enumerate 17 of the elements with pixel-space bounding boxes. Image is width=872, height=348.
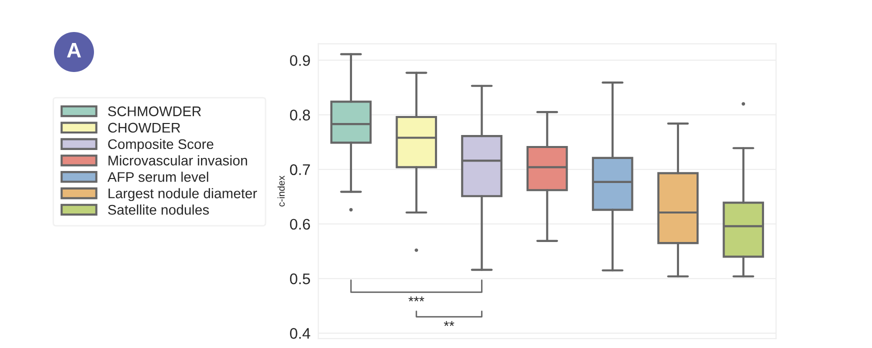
annotation: ***	[408, 296, 424, 302]
text: A	[66, 43, 81, 58]
y-tick-label: 0.6	[290, 218, 310, 230]
legend-label: Largest nodule diameter	[108, 188, 258, 202]
legend-label: SCHMOWDER	[108, 106, 201, 116]
legend-label: Microvascular invasion	[108, 155, 248, 166]
annotation: **	[444, 321, 454, 326]
legend-label: Composite Score	[108, 138, 214, 152]
y-tick-label: 0.4	[290, 328, 310, 339]
legend-label: Satellite nodules	[108, 204, 209, 215]
y-tick-label: 0.5	[290, 273, 310, 284]
y-tick-label: 0.8	[290, 110, 310, 120]
y-axis-title: c-index	[278, 176, 285, 206]
y-tick-label: 0.9	[290, 55, 310, 66]
legend-label: AFP serum level	[107, 172, 208, 182]
legend-label: CHOWDER	[108, 122, 180, 133]
y-tick-label: 0.7	[290, 164, 310, 176]
